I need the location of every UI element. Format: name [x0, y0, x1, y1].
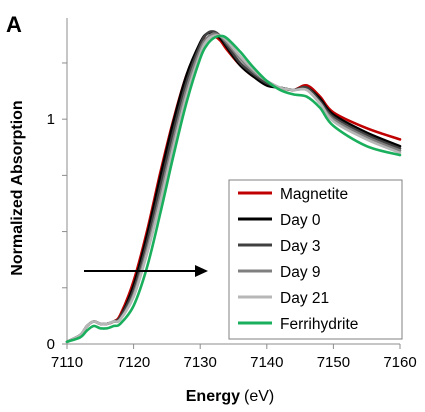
x-tick-label: 7140 [250, 354, 283, 371]
panel-label: A [6, 12, 22, 37]
x-axis-unit: (eV) [244, 388, 274, 405]
legend-label-day-0: Day 0 [280, 212, 321, 229]
series-line-day-21 [65, 34, 402, 344]
energy-shift-arrow [84, 265, 208, 277]
legend: Magnetite Day 0 Day 3 Day 9 Day 21 Ferrihydri… [228, 179, 403, 340]
legend-label-day-9: Day 9 [280, 264, 321, 281]
legend-label-ferrihydrite: Ferrihydrite [280, 316, 358, 333]
y-tick-label: 0 [47, 336, 55, 353]
x-tick-label: 7150 [317, 354, 350, 371]
ticks: 7110 7120 7130 7140 7150 7160 0 1 [47, 62, 417, 371]
x-tick-label: 7110 [51, 354, 83, 371]
x-axis-label: Energy [186, 388, 240, 405]
x-tick-label: 7160 [383, 354, 416, 371]
series-line-ferrihydrite [65, 34, 402, 344]
legend-label-day-21: Day 21 [280, 290, 329, 307]
y-axis-title: Normalized Absorption [9, 100, 26, 275]
arrow-head [195, 265, 208, 277]
legend-box [228, 179, 403, 340]
legend-label-day-3: Day 3 [280, 238, 321, 255]
legend-label-magnetite: Magnetite [280, 186, 348, 203]
y-tick-label: 1 [47, 111, 55, 128]
axes [66, 18, 400, 345]
x-tick-label: 7120 [117, 354, 150, 371]
series-layer [65, 30, 402, 344]
x-axis-title: Energy (eV) [186, 388, 274, 405]
x-tick-label: 7130 [184, 354, 217, 371]
